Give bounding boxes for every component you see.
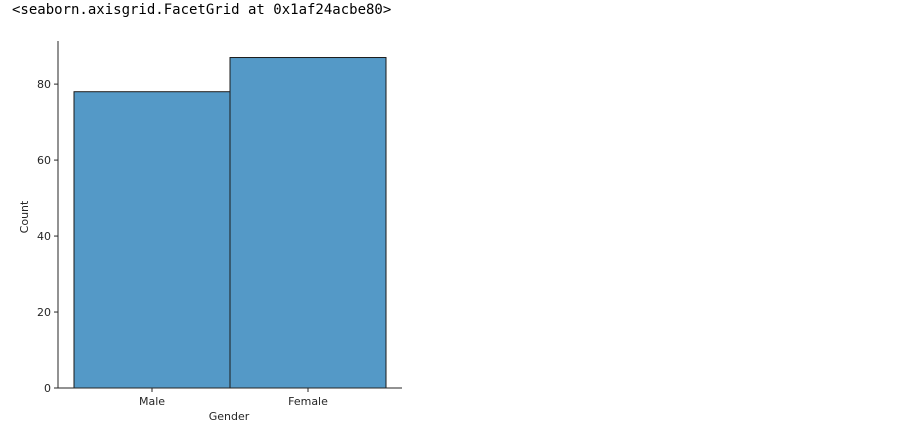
y-tick-label: 0 (44, 382, 51, 395)
x-tick-label: Male (139, 395, 165, 408)
x-tick-label: Female (288, 395, 328, 408)
y-tick-label: 80 (37, 78, 51, 91)
y-axis-label: Count (18, 200, 31, 233)
x-ticks-group: Male Female (139, 388, 328, 408)
y-tick-label: 20 (37, 306, 51, 319)
y-ticks-group: 0 20 40 60 80 (37, 78, 58, 395)
bar-male (73, 91, 231, 389)
output-repr-text: <seaborn.axisgrid.FacetGrid at 0x1af24ac… (12, 2, 392, 18)
y-tick-label: 60 (37, 154, 51, 167)
bar-female (229, 57, 387, 389)
bars-group (73, 57, 387, 389)
y-tick-label: 40 (37, 230, 51, 243)
x-axis-label: Gender (209, 410, 250, 423)
